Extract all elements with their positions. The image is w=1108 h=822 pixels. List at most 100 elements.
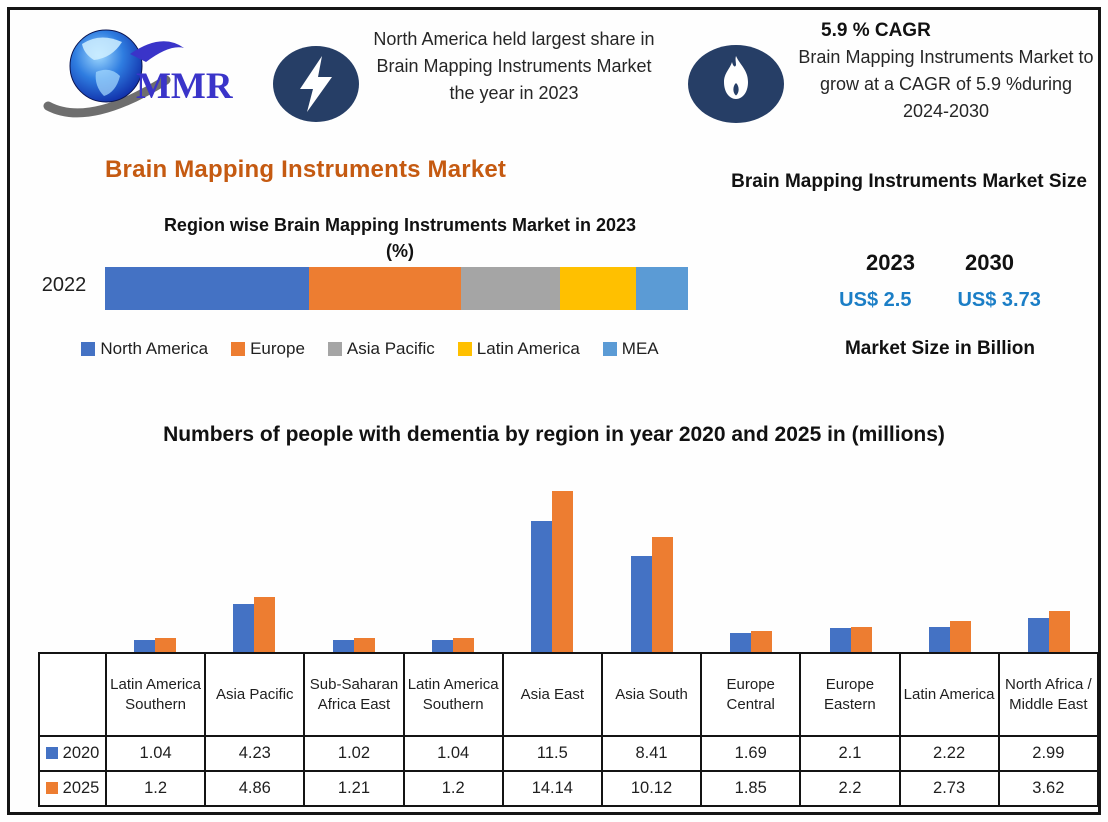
dementia-data-table: Latin America Southern Asia Pacific Sub-Sa… — [38, 652, 1100, 807]
legend-swatch-icon — [327, 342, 342, 356]
table-header-cell-asia-east: Asia East — [501, 652, 603, 737]
legend-label: Europe — [250, 339, 305, 358]
market-size-heading: Brain Mapping Instruments Market Size — [731, 171, 1087, 192]
stacked-bar-row-label: 2022 — [41, 274, 87, 296]
legend-item-mea: MEA — [602, 339, 659, 359]
bar-column-asia-pacific — [204, 489, 303, 652]
legend-label: Latin America — [476, 339, 580, 358]
legend-swatch-icon — [45, 782, 58, 794]
table-row-label-2025: 2025 — [38, 770, 107, 807]
table-cell-2025-europe-central: 1.85 — [700, 770, 802, 807]
table-row-2020: 2020 1.04 4.23 1.02 1.04 11.5 8.41 1.69 2.1 2.22 2… — [38, 735, 1100, 772]
na-share-highlight: North America held largest share in Brai… — [373, 29, 655, 103]
table-header-cell-europe-eastern: Europe Eastern — [799, 652, 901, 737]
table-row-2025: 2025 1.2 4.86 1.21 1.2 14.14 10.12 1.85 2.2 2.73 3… — [38, 770, 1100, 807]
mmr-logo: MMR — [34, 14, 249, 126]
bar-column-sub-saharan-africa-east — [304, 489, 403, 652]
bar-2020-sub-saharan-africa-east — [332, 640, 354, 652]
bar-2025-latin-america-southern — [452, 638, 474, 652]
market-size-caption: Market Size in Billion — [844, 338, 1036, 359]
bar-2025-latin-america-southern — [154, 638, 176, 652]
legend-swatch-icon — [45, 747, 58, 759]
table-cell-2025-latin-america-southern: 1.2 — [104, 770, 207, 807]
legend-swatch-icon — [457, 342, 472, 356]
value-2023: US$ 2.5 — [839, 289, 912, 311]
legend-item-asia-pacific: Asia Pacific — [327, 339, 435, 359]
bar-column-north-africa-middle-east — [1000, 489, 1099, 652]
table-cell-2020-latin-america-southern: 1.04 — [104, 735, 207, 772]
table-cell-2025-north-africa-middle-east: 3.62 — [997, 770, 1100, 807]
legend-swatch-icon — [602, 342, 617, 356]
stacked-segment-europe — [309, 267, 461, 310]
bar-column-latin-america — [900, 489, 999, 652]
bar-2020-latin-america — [928, 627, 950, 652]
bar-2025-asia-south — [651, 537, 673, 652]
bar-2025-sub-saharan-africa-east — [353, 638, 375, 652]
table-cell-2020-asia-south: 8.41 — [600, 735, 703, 772]
table-cell-2020-europe-central: 1.69 — [700, 735, 802, 772]
legend-item-north-america: North America — [81, 339, 208, 359]
table-cell-2025-sub-saharan-africa-east: 1.21 — [303, 770, 405, 807]
table-row-label-2020: 2020 — [38, 735, 107, 772]
table-header-cell-sub-saharan-africa-east: Sub-Saharan Africa East — [303, 652, 405, 737]
legend-swatch-icon — [231, 342, 246, 356]
globe-icon: MMR — [43, 29, 234, 118]
market-size-years: 2023 2030 — [790, 250, 1090, 276]
table-header-cell-europe-central: Europe Central — [700, 652, 802, 737]
bar-2020-latin-america-southern — [133, 640, 155, 652]
bar-column-latin-america-southern — [403, 489, 502, 652]
stacked-segment-mea — [635, 267, 688, 310]
legend-item-europe: Europe — [231, 339, 305, 359]
value-2030: US$ 3.73 — [957, 289, 1041, 311]
table-cell-2020-asia-pacific: 4.23 — [204, 735, 306, 772]
bar-2020-asia-south — [630, 556, 652, 652]
table-cell-2025-asia-south: 10.12 — [600, 770, 703, 807]
table-header-row: Latin America Southern Asia Pacific Sub-Sa… — [38, 652, 1100, 737]
table-header-cell-latin-america-southern: Latin America Southern — [104, 652, 207, 737]
bar-2025-europe-central — [751, 631, 773, 652]
cagr-highlight: 5.9 % CAGR Brain Mapping Instruments Mar… — [795, 20, 1097, 125]
page-title: Brain Mapping Instruments Market — [105, 156, 507, 183]
table-header-cell-asia-south: Asia South — [600, 652, 703, 737]
bar-2020-asia-east — [531, 521, 553, 652]
table-header-cell-asia-pacific: Asia Pacific — [204, 652, 306, 737]
bar-column-latin-america-southern — [105, 489, 204, 652]
region-chart-title: Region wise Brain Mapping Instruments Ma… — [163, 215, 637, 261]
lightning-bolt-icon — [272, 45, 360, 128]
table-cell-2025-latin-america: 2.73 — [898, 770, 1000, 807]
legend-label: Asia Pacific — [346, 339, 435, 358]
bar-2025-europe-eastern — [850, 627, 872, 652]
table-cell-2020-north-africa-middle-east: 2.99 — [997, 735, 1100, 772]
bar-column-asia-south — [602, 489, 701, 652]
dementia-bars — [105, 489, 1099, 652]
year-2023-label: 2023 — [866, 250, 915, 275]
bar-2020-asia-pacific — [233, 604, 255, 652]
year-2030-label: 2030 — [965, 250, 1014, 275]
legend-item-latin-america: Latin America — [457, 339, 580, 359]
stacked-segment-north-america — [105, 267, 310, 310]
table-cell-2020-asia-east: 11.5 — [501, 735, 603, 772]
dementia-chart: Latin America Southern Asia Pacific Sub-Sa… — [38, 489, 1100, 807]
table-corner-cell — [38, 652, 107, 737]
stacked-segment-latin-america — [559, 267, 636, 310]
table-header-cell-north-africa-middle-east: North Africa / Middle East — [997, 652, 1100, 737]
region-legend: North America Europe Asia Pacific Latin Ame… — [38, 339, 702, 359]
market-size-values: US$ 2.5 US$ 3.73 — [775, 289, 1105, 312]
stacked-segment-asia-pacific — [460, 267, 560, 310]
cagr-value: 5.9 % CAGR — [821, 20, 931, 41]
bar-2025-asia-east — [552, 491, 574, 652]
table-cell-2020-latin-america-southern: 1.04 — [402, 735, 504, 772]
table-header-cell-latin-america: Latin America — [898, 652, 1000, 737]
table-cell-2020-europe-eastern: 2.1 — [799, 735, 901, 772]
legend-label: MEA — [621, 339, 659, 358]
flame-icon — [687, 44, 785, 129]
table-cell-2025-europe-eastern: 2.2 — [799, 770, 901, 807]
bar-column-europe-eastern — [801, 489, 900, 652]
table-cell-2025-latin-america-southern: 1.2 — [402, 770, 504, 807]
table-cell-2025-asia-pacific: 4.86 — [204, 770, 306, 807]
table-header-cell-latin-america-southern: Latin America Southern — [402, 652, 504, 737]
legend-swatch-icon — [81, 342, 96, 356]
bar-2025-latin-america — [949, 621, 971, 652]
bar-2020-europe-eastern — [829, 628, 851, 652]
